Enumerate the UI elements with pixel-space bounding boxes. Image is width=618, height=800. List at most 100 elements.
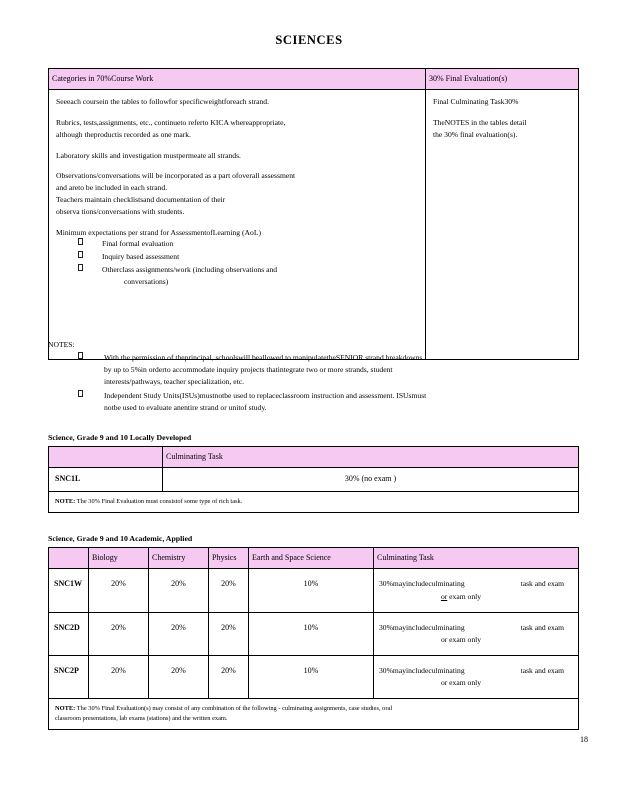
chemistry-weight: 20%: [148, 654, 209, 700]
bullet-box-icon: [78, 263, 83, 271]
notes-bullet-list: With the permission of theprincipal, sch…: [48, 352, 594, 414]
bullet-text-continuation: conversations): [124, 276, 169, 286]
biology-weight: 20%: [88, 568, 149, 613]
culminating-task-cell: 30%mayincludeculminating task and exam or …: [373, 611, 579, 656]
list-item: With the permission of theprincipal, sch…: [48, 352, 594, 388]
para-observations-line2: and areto be included in each strand.: [56, 183, 168, 193]
list-item: Otherclass assignments/work (including o…: [56, 263, 418, 288]
para-teachers-line2: observa tions/conversations with student…: [56, 206, 185, 216]
course-code-snc1l: SNC1L: [48, 467, 163, 492]
bullet-text: Final formal evaluation: [102, 239, 174, 249]
note-text-line2: notbe used to evaluate anentire strand o…: [104, 402, 267, 412]
note-text-line2: by up to 5%in orderto accommodate inquir…: [104, 365, 393, 375]
para-notes-detail-line2: the 30% final evaluation(s).: [433, 129, 518, 139]
para-rubrics-line2: although theproductis recorded as one ma…: [56, 129, 191, 139]
earth-space-weight: 10%: [248, 654, 374, 700]
bullet-text: Otherclass assignments/work (including o…: [102, 264, 278, 274]
culminating-tail: task and exam: [520, 665, 565, 675]
note-body: The 30% Final Evaluation must consistof …: [75, 497, 243, 505]
table-header-row: Categories in 70%Course Work 30% Final E…: [48, 67, 579, 91]
culminating-tail: task and exam: [520, 622, 565, 632]
table-row: SNC1L 30% (no exam ): [48, 467, 579, 492]
academic-applied-table: Biology Chemistry Physics Earth and Spac…: [48, 546, 579, 731]
culminating-task-cell: 30%mayincludeculminating task and exam or …: [373, 568, 579, 613]
notes-label: NOTES:: [48, 340, 75, 349]
note-locally-developed: NOTE: The 30% Final Evaluation must cons…: [48, 490, 579, 514]
earth-space-weight: 10%: [248, 568, 374, 613]
physics-weight: 20%: [208, 654, 249, 700]
culminating-exam-only: exam only: [447, 678, 482, 688]
bullet-box-icon: [78, 389, 83, 397]
main-categories-table-wrapper: Categories in 70%Course Work 30% Final E…: [48, 67, 579, 361]
culminating-exam-only: exam only: [447, 591, 482, 601]
locally-developed-table-wrapper: Culminating Task SNC1L 30% (no exam ) NO…: [48, 445, 579, 514]
table-row: SNC2P 20% 20% 20% 10% 30%mayincludeculmi…: [48, 654, 579, 700]
bullet-box-icon: [78, 238, 83, 246]
table-note-row: NOTE: The 30% Final Evaluation must cons…: [48, 490, 579, 514]
course-code-snc2p: SNC2P: [48, 654, 89, 700]
para-observations-line1: Observations/conversations will be incor…: [56, 171, 296, 181]
header-blank-code: [48, 445, 163, 469]
table-row: SNC1W 20% 20% 20% 10% 30%mayincludeculmi…: [48, 568, 579, 613]
biology-weight: 20%: [88, 611, 149, 656]
para-teachers-line1: Teachers maintain checklistsand document…: [56, 194, 226, 204]
culminating-or: or: [440, 634, 448, 644]
table-body-row: Seeeach coursein the tables to followfor…: [48, 89, 579, 361]
header-categories-70pct: Categories in 70%Course Work: [48, 67, 426, 91]
culminating-text: 30%mayincludeculminating: [379, 622, 465, 632]
header-culminating-task: Culminating Task: [373, 546, 579, 570]
note-prefix: NOTE:: [55, 705, 76, 713]
earth-space-weight: 10%: [248, 611, 374, 656]
bullet-box-icon: [78, 352, 83, 360]
para-minimum-expectations: Minimum expectations per strand for Asse…: [56, 227, 261, 237]
table-header-row: Biology Chemistry Physics Earth and Spac…: [48, 546, 579, 570]
biology-weight: 20%: [88, 654, 149, 700]
culminating-exam-only: exam only: [447, 634, 482, 644]
list-item: Final formal evaluation: [56, 238, 418, 250]
header-chemistry: Chemistry: [148, 546, 209, 570]
para-final-culminating-task: Final Culminating Task30%: [433, 97, 519, 107]
course-code-snc2d: SNC2D: [48, 611, 89, 656]
bullet-text: Inquiry based assessment: [102, 252, 180, 262]
culminating-task-cell: 30%mayincludeculminating task and exam or …: [373, 654, 579, 700]
note-body-line2: classroom presentations, lab exams (stat…: [55, 714, 228, 722]
table-row: SNC2D 20% 20% 20% 10% 30%mayincludeculmi…: [48, 611, 579, 656]
note-text-line3: interests/pathways, teacher specializati…: [104, 377, 245, 387]
final-evaluation-body-cell: Final Culminating Task30% TheNOTES in th…: [425, 89, 579, 361]
bullet-box-icon: [78, 251, 83, 259]
header-biology: Biology: [88, 546, 149, 570]
header-physics: Physics: [208, 546, 249, 570]
culminating-text: 30%mayincludeculminating: [379, 665, 465, 675]
physics-weight: 20%: [208, 611, 249, 656]
header-culminating-task: Culminating Task: [162, 445, 579, 469]
para-notes-detail-line1: TheNOTES in the tables detail: [433, 118, 527, 128]
table-header-row: Culminating Task: [48, 445, 579, 469]
culminating-or: or: [440, 678, 448, 688]
header-blank-code: [48, 546, 89, 570]
note-academic-applied: NOTE: The 30% Final Evaluation(s) may co…: [48, 698, 579, 731]
note-prefix: NOTE:: [55, 497, 76, 505]
note-body-line1: The 30% Final Evaluation(s) may consist …: [75, 705, 393, 713]
list-item: Inquiry based assessment: [56, 251, 418, 263]
culminating-tail: task and exam: [520, 579, 565, 589]
para-see-each-course: Seeeach coursein the tables to followfor…: [56, 97, 269, 107]
para-laboratory-skills: Laboratory skills and investigation must…: [56, 150, 241, 160]
page-number: 18: [580, 735, 588, 744]
chemistry-weight: 20%: [148, 611, 209, 656]
page-title: SCIENCES: [275, 33, 343, 47]
chemistry-weight: 20%: [148, 568, 209, 613]
physics-weight: 20%: [208, 568, 249, 613]
main-categories-table: Categories in 70%Course Work 30% Final E…: [48, 67, 579, 361]
culminating-task-value: 30% (no exam ): [162, 467, 579, 492]
categories-body-cell: Seeeach coursein the tables to followfor…: [48, 89, 426, 361]
culminating-text: 30%mayincludeculminating: [379, 579, 465, 589]
list-item: Independent Study Units(ISUs)mustnotbe u…: [48, 389, 594, 414]
notes-section: NOTES: With the permission of theprincip…: [48, 339, 594, 415]
aol-bullet-list: Final formal evaluation Inquiry based as…: [56, 238, 418, 287]
para-rubrics-line1: Rubrics, tests,assignments, etc., contin…: [56, 118, 286, 128]
note-text-line1: Independent Study Units(ISUs)mustnotbe u…: [104, 390, 427, 400]
header-final-evaluation-30pct: 30% Final Evaluation(s): [425, 67, 579, 91]
locally-developed-table: Culminating Task SNC1L 30% (no exam ) NO…: [48, 445, 579, 514]
academic-applied-table-wrapper: Biology Chemistry Physics Earth and Spac…: [48, 546, 579, 731]
